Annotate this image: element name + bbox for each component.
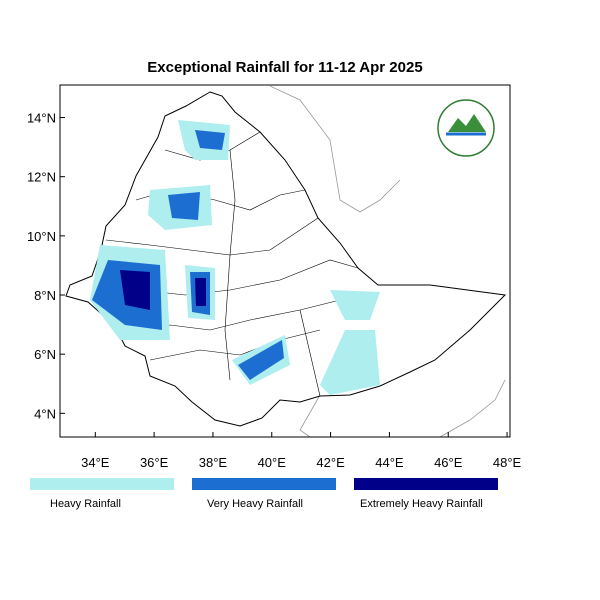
map-title: Exceptional Rainfall for 11-12 Apr 2025 [147,59,422,76]
legend-label: Very Heavy Rainfall [207,498,303,510]
y-tick-label: 8°N [34,288,56,303]
logo [437,99,495,157]
y-tick-label: 14°N [27,111,56,126]
y-tick-label: 10°N [27,229,56,244]
x-tick-label: 46°E [434,455,463,470]
x-tick-label: 36°E [140,455,169,470]
rainfall-areas [90,120,380,395]
legend-label: Heavy Rainfall [50,498,121,510]
x-tick-label: 34°E [81,455,110,470]
neighbor-borders [269,85,506,438]
country-outline [65,91,507,427]
x-tick-label: 44°E [375,455,404,470]
y-tick-label: 4°N [34,406,56,421]
legend-label: Extremely Heavy Rainfall [360,498,483,510]
legend-swatch [354,478,498,490]
x-tick-label: 42°E [316,455,345,470]
plot-frame [59,84,511,438]
x-tick-label: 38°E [199,455,228,470]
x-tick-label: 48°E [493,455,522,470]
y-tick-label: 12°N [27,170,56,185]
y-tick-label: 6°N [34,347,56,362]
x-tick-label: 40°E [258,455,287,470]
legend-swatch [30,478,174,490]
legend-swatch [192,478,336,490]
